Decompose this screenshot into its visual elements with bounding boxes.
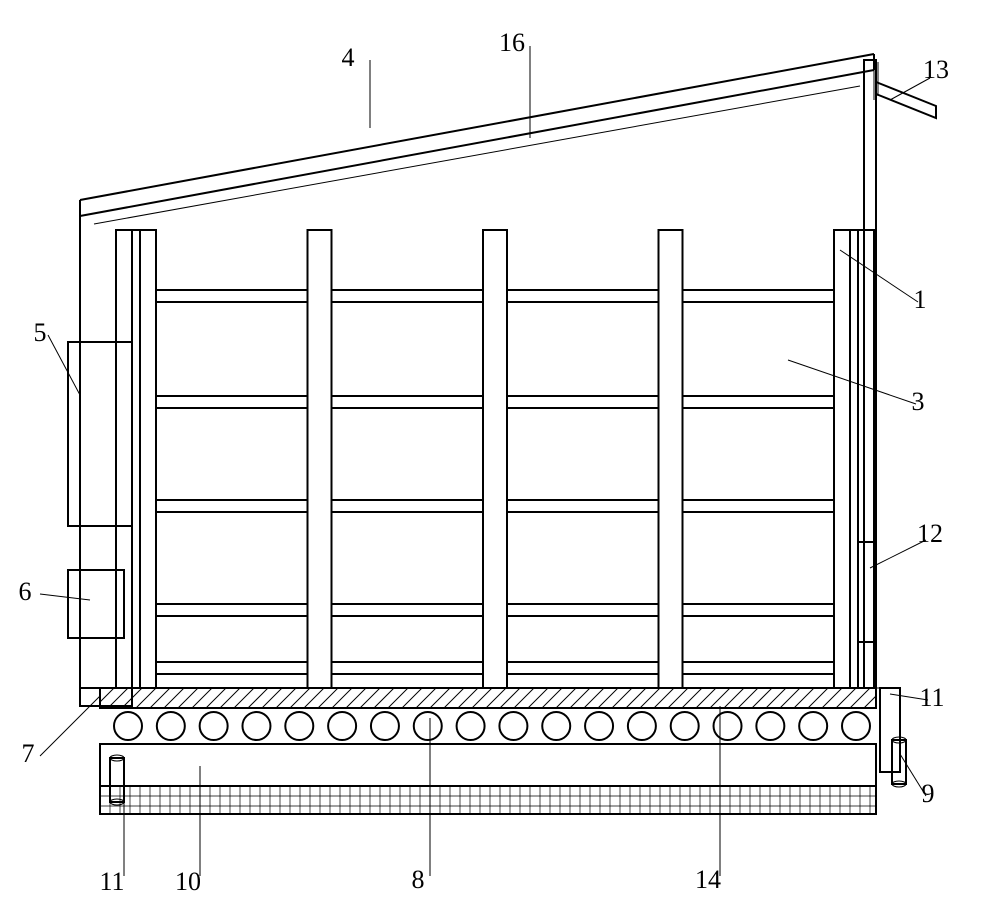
callout-label: 11 (919, 683, 944, 712)
engineering-diagram: 1345678910111112131416 (0, 0, 1000, 914)
callout-label: 16 (499, 28, 525, 57)
callout-label: 7 (22, 739, 35, 768)
callout-label: 13 (923, 55, 949, 84)
callout-label: 12 (917, 519, 943, 548)
callout-label: 6 (19, 577, 32, 606)
callout-label: 9 (922, 779, 935, 808)
callout-label: 1 (914, 285, 927, 314)
callout-label: 3 (912, 387, 925, 416)
callout-label: 5 (34, 318, 47, 347)
callout-label: 4 (342, 43, 355, 72)
callout-label: 14 (695, 865, 721, 894)
callout-label: 10 (175, 867, 201, 896)
callout-label: 8 (412, 865, 425, 894)
callout-label: 11 (99, 867, 124, 896)
